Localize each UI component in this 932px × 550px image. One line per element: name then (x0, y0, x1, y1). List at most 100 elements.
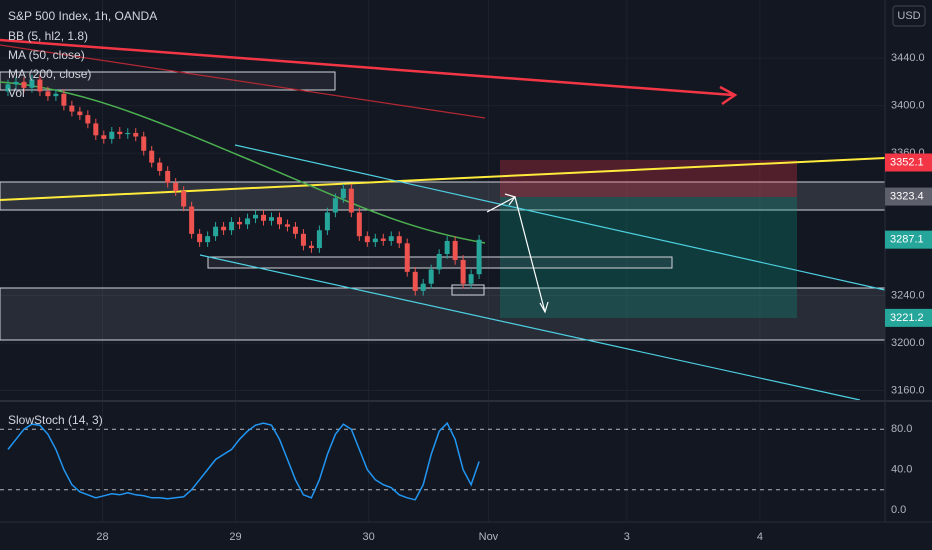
axes: 28 29 30 Nov 3 43160.03200.03240.03360.03400.… (96, 52, 932, 543)
candle-body (197, 233, 203, 243)
x-tick-label: 30 (363, 531, 375, 543)
candle-body (29, 79, 35, 88)
box (0, 71, 336, 91)
candle-body (109, 131, 115, 139)
candle-body (53, 93, 59, 97)
price-tag-label: 3221.2 (890, 312, 924, 324)
candle-body (308, 245, 314, 249)
x-tick-label: 3 (624, 531, 630, 543)
candle-body (284, 224, 290, 227)
candle-body (316, 230, 322, 249)
candle-body (340, 188, 346, 199)
x-tick-label: 4 (757, 531, 763, 543)
candle-body (364, 236, 370, 243)
y-tick-label: 3400.0 (891, 100, 925, 112)
candle-body (372, 238, 378, 243)
candle-body (221, 226, 227, 231)
indicator-label: MA (50, close) (8, 48, 85, 62)
y-tick-label: 3160.0 (891, 384, 925, 396)
trend-line (0, 44, 486, 119)
candle-body (213, 226, 219, 237)
moving-average (0, 81, 486, 244)
candle-body (356, 212, 362, 237)
candle-body (420, 283, 426, 291)
box (451, 284, 485, 296)
channel-line (199, 254, 861, 401)
candle-body (452, 240, 458, 260)
candle-body (125, 132, 131, 135)
candle-body (348, 188, 354, 213)
candle-body (468, 274, 474, 284)
candle-body (300, 233, 306, 246)
candle-body (181, 191, 187, 207)
price-tag (885, 153, 932, 172)
candle-body (292, 226, 298, 234)
candle-body (37, 79, 43, 92)
candle-body (69, 105, 75, 112)
candle-body (45, 91, 51, 97)
candle-body (165, 170, 171, 183)
symbol-title: S&P 500 Index, 1h, OANDA (8, 9, 157, 23)
y-tick-label: 40.0 (891, 463, 912, 475)
price-tag (885, 308, 932, 327)
candle-body (117, 131, 123, 135)
price-tag-label: 3323.4 (890, 190, 924, 202)
candle-body (149, 150, 155, 163)
candle-body (404, 243, 410, 272)
arrow-head (504, 193, 549, 314)
y-tick-label: 3240.0 (891, 289, 925, 301)
stop-zone (500, 160, 797, 197)
price-tag-label: 3287.1 (890, 234, 924, 246)
candle-body (189, 206, 195, 234)
y-tick-label: 3200.0 (891, 337, 925, 349)
indicator-label: MA (200, close) (8, 67, 91, 81)
candle-body (133, 132, 139, 137)
candle-body (101, 135, 107, 139)
candle-body (5, 84, 11, 92)
candle-body (388, 236, 394, 241)
arrow-head (719, 85, 738, 106)
candle-body (141, 136, 147, 151)
candle-body (268, 217, 274, 221)
x-tick-label: 28 (96, 531, 108, 543)
indicator-label: BB (5, hl2, 1.8) (8, 29, 88, 43)
candle-body (21, 81, 27, 88)
trend-line (0, 38, 734, 97)
stoch-title: SlowStoch (14, 3) (8, 413, 103, 427)
price-tag (885, 187, 932, 206)
marks (5, 74, 482, 501)
currency-box[interactable] (892, 5, 926, 27)
candle-body (324, 212, 330, 231)
candle-body (93, 123, 99, 136)
candle-body (85, 115, 91, 124)
y-tick-label: 0.0 (891, 504, 906, 516)
candle-body (237, 221, 243, 225)
candle-body (173, 182, 179, 192)
candle-body (396, 236, 402, 244)
grid (0, 0, 885, 522)
channel-line (234, 144, 886, 291)
candle-body (428, 269, 434, 284)
x-tick-label: Nov (479, 531, 499, 543)
y-tick-label: 80.0 (891, 423, 912, 435)
candle-body (77, 111, 83, 116)
stoch-line (7, 421, 480, 501)
candle-body (61, 93, 67, 106)
price-tag (885, 230, 932, 249)
candle-body (436, 254, 442, 270)
candle-body (444, 240, 450, 255)
candle-body (380, 238, 386, 241)
candle-body (276, 217, 282, 225)
candle-body (13, 81, 19, 85)
trend-line (0, 157, 886, 201)
candle-body (476, 239, 482, 275)
candle-body (229, 221, 235, 231)
currency[interactable]: USD (897, 10, 920, 22)
zone (0, 287, 886, 341)
candle-body (412, 271, 418, 291)
candle-body (261, 214, 267, 221)
x-tick-label: 29 (229, 531, 241, 543)
